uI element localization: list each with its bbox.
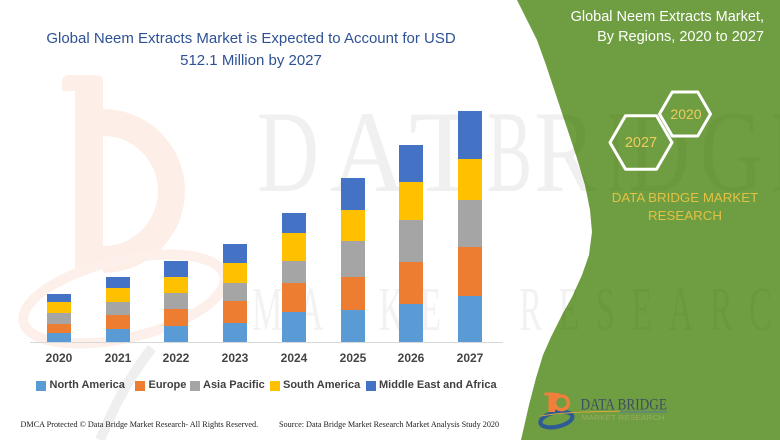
svg-text:2020: 2020 <box>670 106 701 122</box>
svg-text:G: G <box>700 88 763 217</box>
svg-text:2027: 2027 <box>625 135 657 151</box>
svg-text:B: B <box>487 88 532 217</box>
svg-text:DATA BRIDGE: DATA BRIDGE <box>581 397 668 414</box>
svg-text:MARKET RESEARCH: MARKET RESEARCH <box>582 415 665 422</box>
svg-text:E: E <box>772 88 780 217</box>
svg-text:D: D <box>257 88 319 217</box>
